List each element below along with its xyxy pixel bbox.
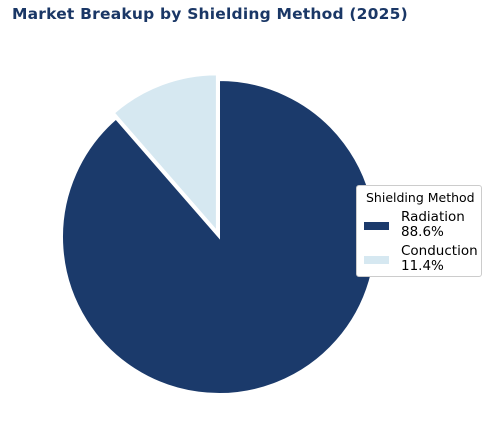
legend-swatch-radiation [364, 222, 389, 230]
pie-slice-radiation [61, 78, 377, 395]
legend-title: Shielding Method [366, 190, 475, 205]
legend-percent-conduction: 11.4% [401, 258, 444, 274]
legend-percent-radiation: 88.6% [401, 224, 444, 240]
legend-name-radiation: Radiation [401, 209, 465, 225]
pie-slices [61, 73, 377, 395]
chart-title: Market Breakup by Shielding Method (2025… [12, 5, 408, 23]
pie-slice-conduction [112, 73, 218, 235]
legend-name-conduction: Conduction [401, 243, 478, 259]
legend-label-radiation: Radiation 88.6% [401, 210, 465, 240]
legend-swatch-conduction [364, 256, 389, 264]
legend-label-conduction: Conduction 11.4% [401, 244, 478, 274]
legend: Shielding Method Radiation 88.6% Conduct… [356, 185, 482, 277]
